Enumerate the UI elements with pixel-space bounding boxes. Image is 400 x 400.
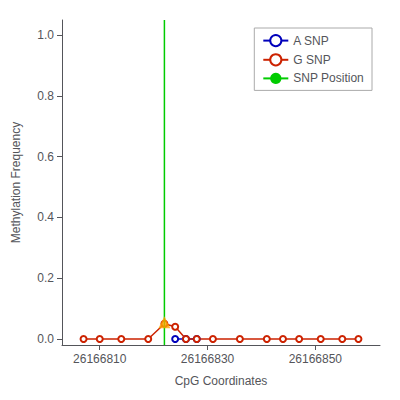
svg-text:CpG Coordinates: CpG Coordinates: [175, 374, 268, 388]
svg-text:G SNP: G SNP: [293, 53, 330, 67]
svg-text:0.4: 0.4: [37, 210, 54, 224]
svg-text:A SNP: A SNP: [293, 34, 328, 48]
svg-text:26166830: 26166830: [181, 352, 235, 366]
svg-text:SNP Position: SNP Position: [293, 71, 363, 85]
svg-text:0.8: 0.8: [37, 89, 54, 103]
svg-text:0.2: 0.2: [37, 271, 54, 285]
svg-text:0.6: 0.6: [37, 150, 54, 164]
svg-text:1.0: 1.0: [37, 28, 54, 42]
svg-text:0.0: 0.0: [37, 332, 54, 346]
svg-text:Methylation Frequency: Methylation Frequency: [9, 122, 23, 243]
svg-text:26166850: 26166850: [289, 352, 343, 366]
svg-text:26166810: 26166810: [73, 352, 127, 366]
